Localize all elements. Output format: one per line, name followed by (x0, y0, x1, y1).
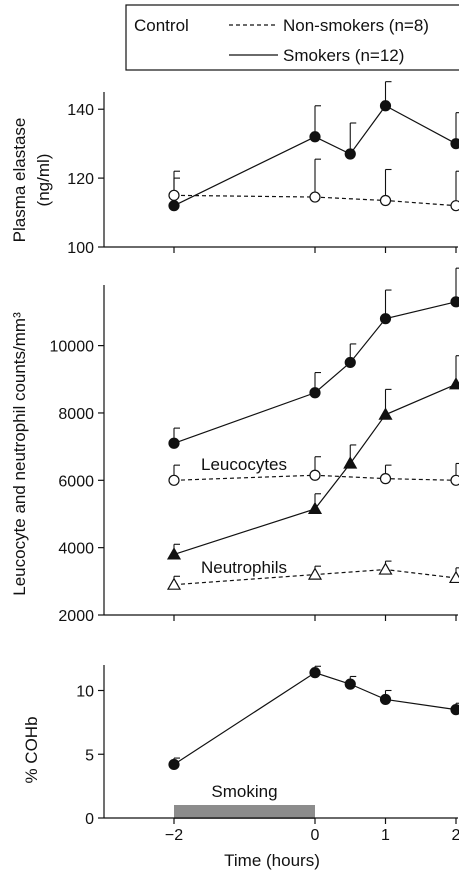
neutrophils-annotation: Neutrophils (201, 558, 287, 577)
x-axis-title: Time (hours) (224, 851, 320, 870)
counts-series-1-point (448, 377, 459, 390)
smoking-label: Smoking (211, 782, 277, 801)
x-tick-label: −2 (165, 827, 183, 844)
elastase-y-tick-label: 140 (67, 102, 94, 119)
smoking-interval-bar (174, 805, 315, 819)
counts-series-0-point (344, 356, 356, 369)
legend-group-label: Control (134, 16, 189, 35)
elastase-series-1-line (173, 194, 457, 207)
legend: Control Non-smokers (n=8) Smokers (n=12) (125, 4, 459, 71)
leucocytes-annotation: Leucocytes (201, 455, 287, 474)
counts-series-0-point (450, 296, 459, 308)
plot-layer: 100 120 140 2000 4000 6000 8000 10000 0 5 10 −2 0 1 2 (50, 81, 459, 844)
counts-series-2-point (309, 469, 321, 481)
counts-series-2-line (173, 474, 457, 481)
elastase-y-tick-label: 120 (67, 171, 94, 188)
counts-series-2-point (379, 473, 392, 485)
counts-y-tick-label: 4000 (58, 541, 94, 558)
counts-series-3-point (378, 562, 393, 575)
cohb-y-tick-label: 10 (76, 684, 94, 701)
counts-series-3-point (307, 567, 323, 580)
elastase-y-label: Plasma elastase (ng/ml) (10, 118, 53, 243)
elastase-y-label-line2: (ng/ml) (34, 154, 53, 207)
elastase-y-tick-label: 100 (67, 240, 94, 257)
cohb-series-0-point (344, 678, 356, 690)
cohb-series-0-point (379, 693, 392, 706)
cohb-series-0-point (450, 704, 459, 716)
elastase-series-0-point (379, 100, 392, 112)
counts-y-tick-label: 10000 (50, 339, 95, 356)
counts-series-0-point (379, 313, 392, 325)
elastase-series-0-point (168, 200, 180, 212)
counts-series-3-point (448, 570, 459, 584)
counts-y-label: Leucocyte and neutrophil counts/mm³ (10, 312, 29, 596)
elastase-series-0-point (344, 148, 356, 160)
counts-y-tick-label: 8000 (58, 406, 94, 423)
counts-series-2-point (168, 474, 180, 486)
counts-series-1-point (343, 456, 358, 469)
cohb-series-0-line (173, 671, 457, 765)
counts-series-3-point (166, 577, 182, 590)
x-tick-label: 2 (452, 827, 459, 844)
legend-box (125, 4, 459, 71)
elastase-series-1-point (168, 189, 180, 201)
elastase-series-1-point (379, 194, 392, 207)
cohb-y-tick-label: 0 (85, 811, 94, 828)
elastase-series-0-point (450, 138, 459, 150)
cohb-series-0-point (168, 758, 180, 771)
counts-series-1-point (307, 501, 323, 515)
counts-y-tick-label: 6000 (58, 473, 94, 490)
legend-smokers-label: Smokers (n=12) (283, 46, 404, 65)
legend-nonsmokers-label: Non-smokers (n=8) (283, 16, 429, 35)
counts-series-1-point (378, 407, 393, 420)
counts-series-0-point (168, 437, 180, 449)
counts-y-tick-label: 2000 (58, 608, 94, 625)
cohb-y-tick-label: 5 (85, 747, 94, 764)
x-tick-label: 0 (311, 827, 320, 844)
elastase-y-label-line1: Plasma elastase (10, 118, 29, 243)
counts-series-0-point (309, 387, 321, 399)
elastase-series-1-point (450, 200, 459, 212)
counts-series-1-point (166, 547, 182, 560)
elastase-series-0-point (309, 131, 321, 143)
counts-series-2-point (450, 474, 459, 486)
elastase-series-1-point (309, 191, 321, 203)
counts-series-3-line (173, 568, 457, 586)
x-tick-label: 1 (381, 827, 390, 844)
cohb-series-0-point (309, 667, 321, 679)
cohb-y-label: % COHb (22, 716, 41, 783)
